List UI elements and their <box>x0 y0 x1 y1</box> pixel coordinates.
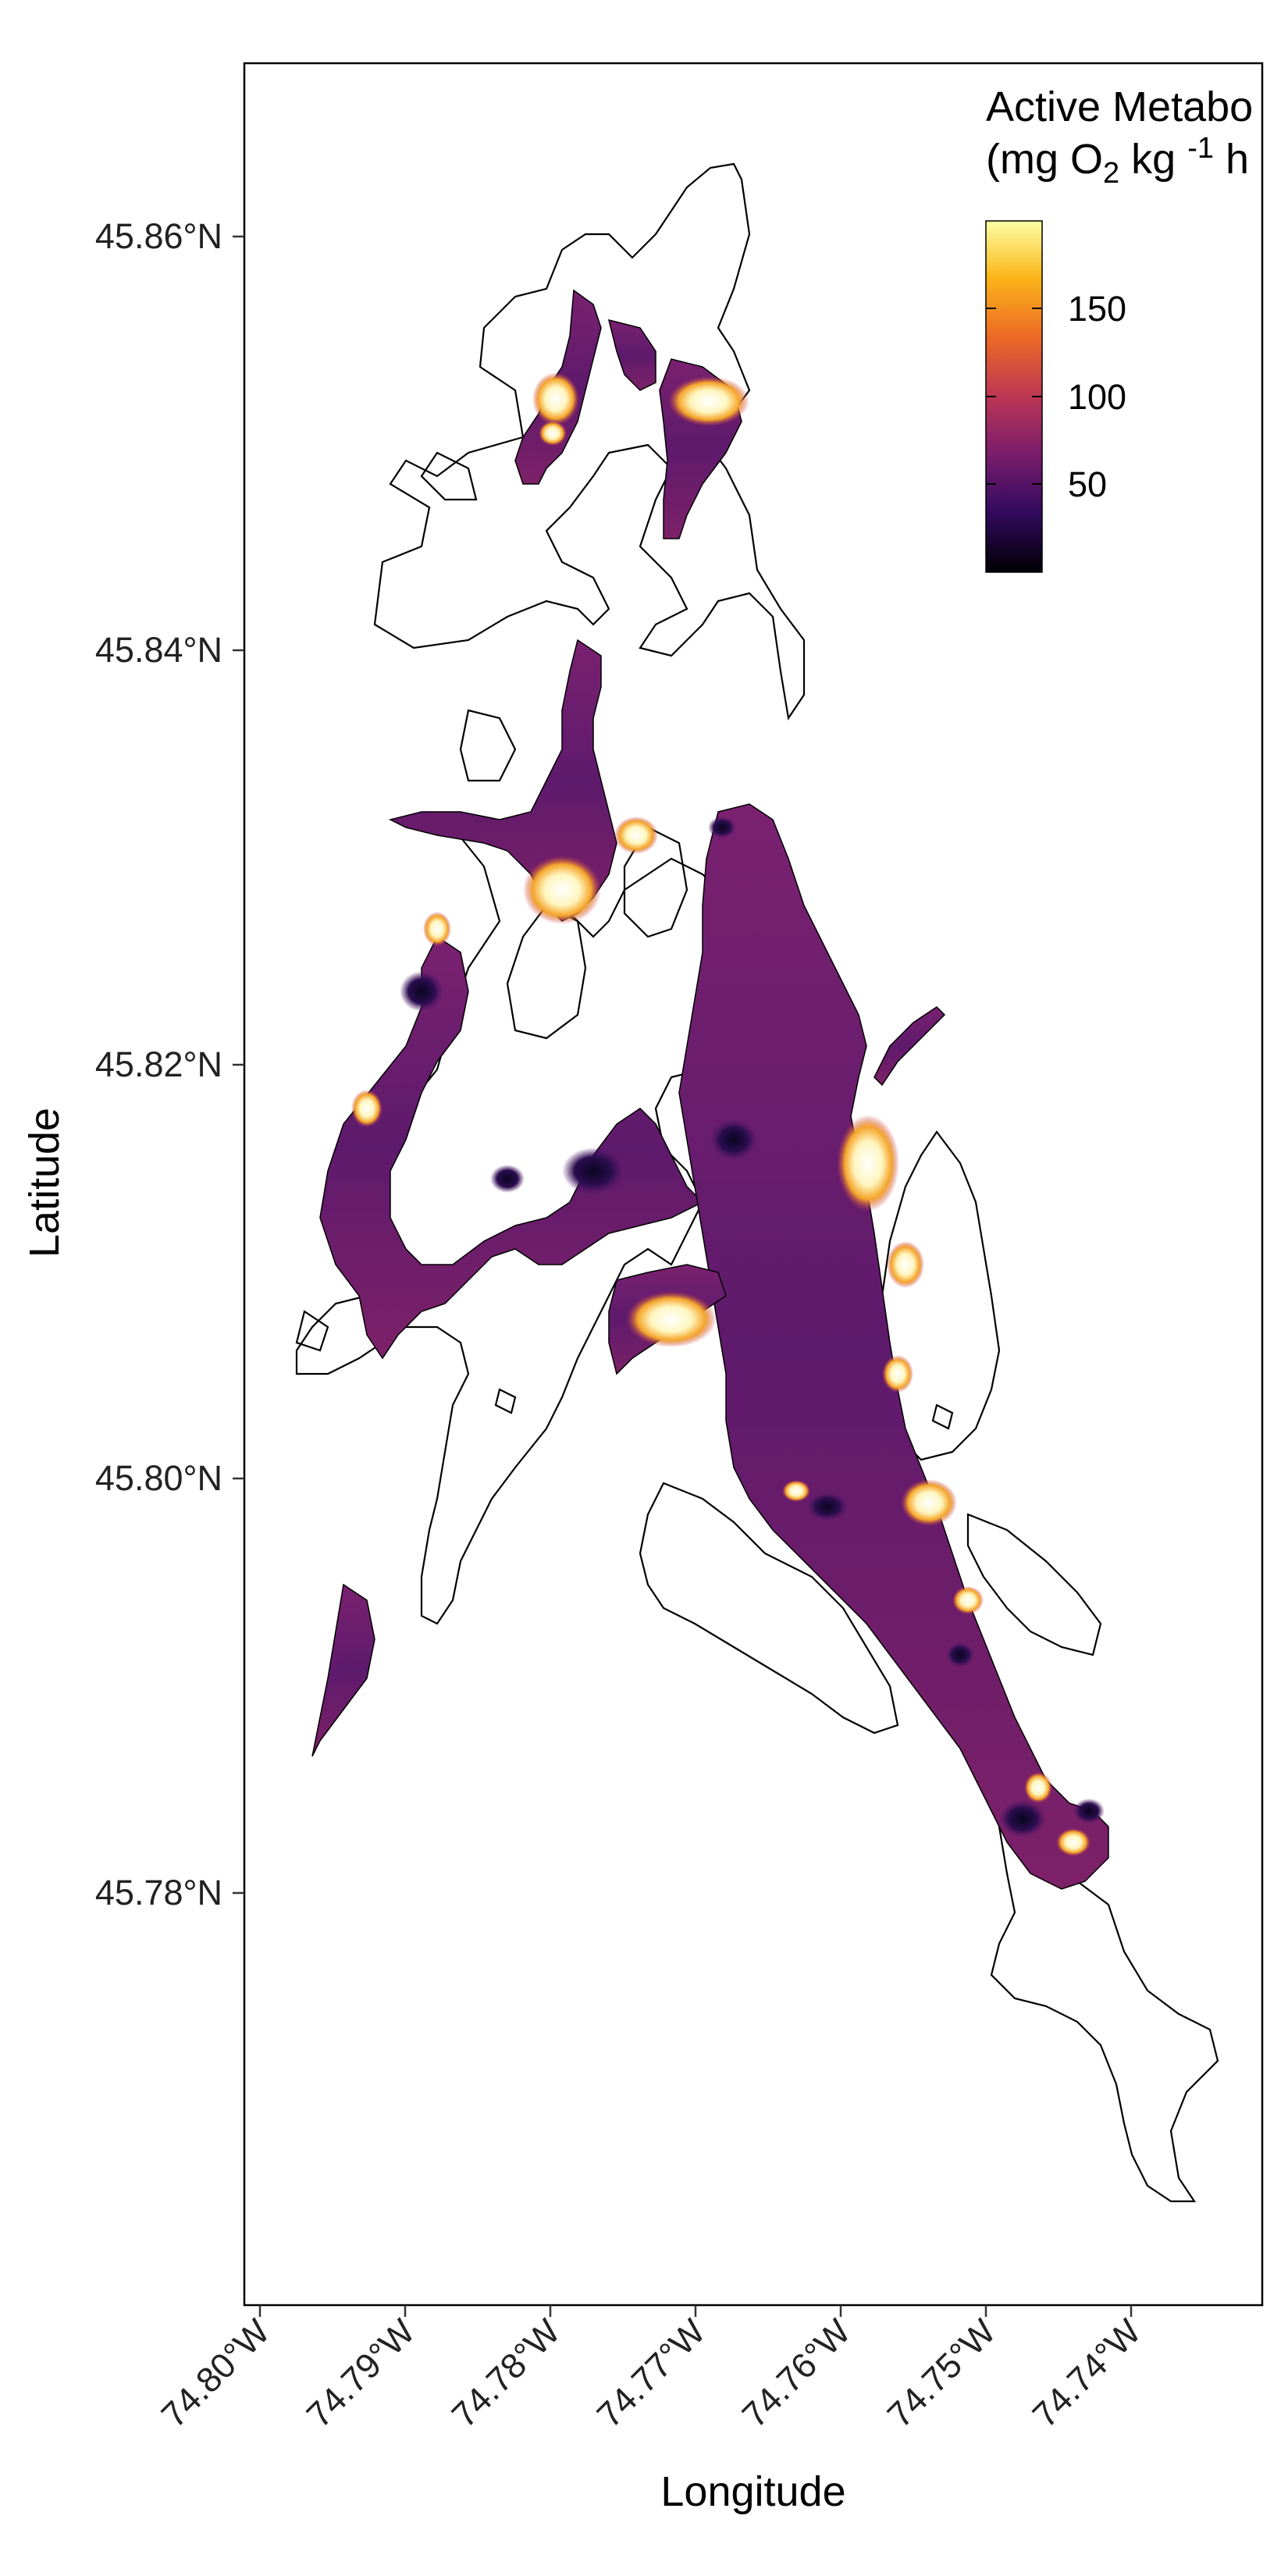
x-tick-labels: 74.80°W 74.79°W 74.78°W 74.77°W 74.76°W … <box>154 2311 1149 2435</box>
legend-unit-sup: -1 <box>1187 132 1214 165</box>
y-tick-label: 45.86°N <box>95 216 222 256</box>
legend-title-line1: Active Metabo <box>986 84 1253 130</box>
x-tick-label: 74.80°W <box>154 2311 278 2435</box>
legend: Active Metabo (mg O2 kg -1 h 150 100 50 <box>985 84 1253 573</box>
legend-tick-label: 50 <box>1068 464 1107 504</box>
legend-title-line2: (mg O2 kg -1 h <box>986 132 1249 190</box>
y-tick-label: 45.78°N <box>95 1873 222 1912</box>
x-tick-label: 74.74°W <box>1025 2311 1149 2435</box>
legend-unit-sub: 2 <box>1103 157 1119 190</box>
legend-tick-label: 150 <box>1068 289 1126 329</box>
x-axis <box>258 2305 1133 2317</box>
x-tick-label: 74.78°W <box>444 2311 568 2435</box>
y-tick-label: 45.80°N <box>95 1458 222 1498</box>
x-tick-label: 74.76°W <box>735 2311 859 2435</box>
y-tick-labels: 45.86°N 45.84°N 45.82°N 45.80°N 45.78°N <box>95 216 222 1912</box>
legend-unit-suffix: h <box>1214 136 1249 183</box>
y-axis-title: Latitude <box>21 1108 68 1258</box>
y-tick-label: 45.82°N <box>95 1044 222 1084</box>
hotspots <box>351 372 1091 1856</box>
low-metabolism-areas <box>400 817 1105 1838</box>
legend-unit-prefix: (mg O <box>986 136 1103 183</box>
x-axis-title: Longitude <box>660 2468 845 2515</box>
legend-unit-mid: kg <box>1119 136 1187 183</box>
x-tick-label: 74.77°W <box>589 2311 713 2435</box>
y-tick-label: 45.84°N <box>95 630 222 670</box>
x-tick-label: 74.79°W <box>299 2311 423 2435</box>
x-tick-label: 74.75°W <box>880 2311 1004 2435</box>
legend-tick-label: 100 <box>1068 377 1126 417</box>
y-axis <box>233 235 244 1895</box>
